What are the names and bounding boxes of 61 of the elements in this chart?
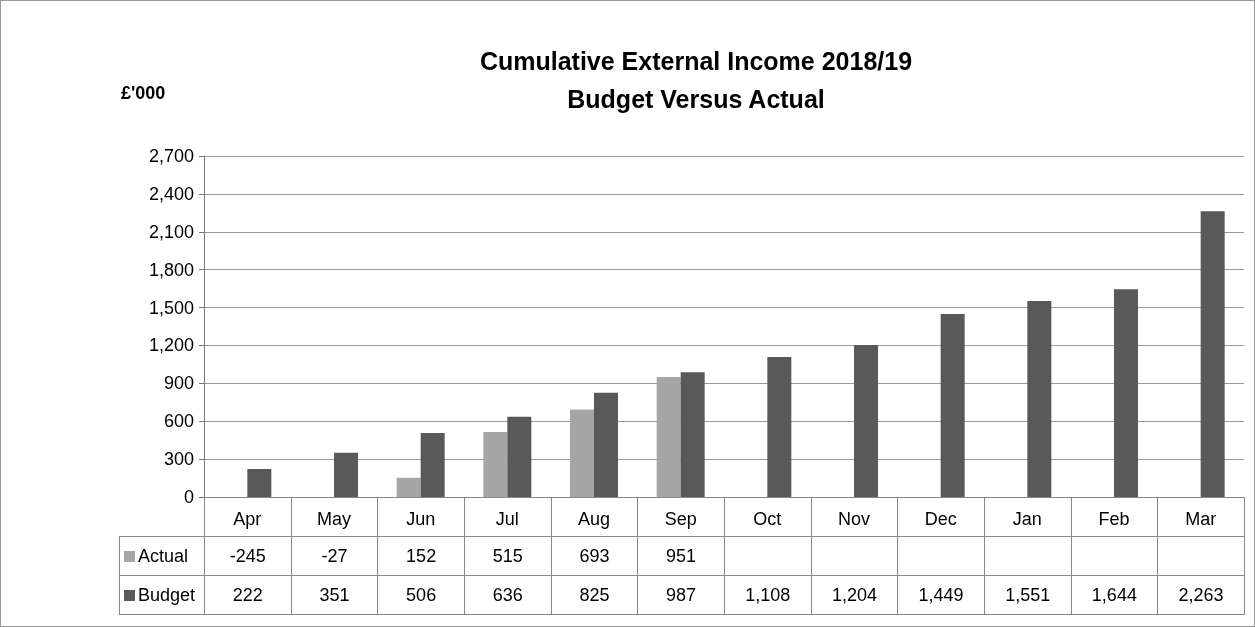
bar [507, 416, 532, 497]
y-tick-label: 300 [163, 449, 194, 470]
bar [854, 344, 878, 497]
data-label: 693 [551, 536, 638, 576]
y-tick-label: 2,400 [148, 183, 194, 204]
data-label: 515 [464, 536, 552, 576]
y-tick-label: 1,800 [148, 259, 194, 280]
x-tick-label: Oct [753, 509, 782, 529]
data-label: 1,204 [811, 575, 898, 615]
data-label: 351 [291, 575, 378, 615]
data-label: 1,551 [984, 575, 1072, 615]
bar [396, 477, 421, 497]
bar [1200, 211, 1225, 497]
bar [1114, 289, 1138, 497]
y-tick-label: 1,200 [148, 335, 194, 356]
x-tick-label: Aug [577, 509, 611, 529]
y-tick-label: 900 [163, 373, 194, 394]
x-tick-label: Apr [233, 509, 262, 529]
x-tick-label: Nov [837, 509, 871, 529]
x-tick-label: Dec [924, 509, 957, 529]
bar [656, 376, 681, 497]
data-label: 951 [637, 536, 725, 576]
bar [334, 452, 358, 497]
data-label: 987 [637, 575, 725, 615]
x-tick-label: Jul [495, 509, 519, 529]
text: -245 [229, 545, 266, 566]
bar [247, 468, 272, 497]
x-tick-label: Jan [1012, 509, 1042, 529]
x-tick-label: Feb [1098, 509, 1130, 529]
x-tick-label: Mar [1185, 509, 1217, 529]
y-axis-title: £'000 [121, 83, 166, 103]
chart-subtitle: Budget Versus Actual [567, 84, 825, 113]
x-tick-label: May [316, 509, 352, 529]
y-tick-label: 1,500 [148, 297, 194, 318]
data-label: 506 [377, 575, 465, 615]
bar [570, 409, 594, 497]
y-tick-label: 600 [163, 411, 194, 432]
y-tick-label: 2,700 [148, 146, 194, 166]
y-tick-label: 2,100 [148, 221, 194, 242]
chart-title: Cumulative External Income 2018/19 [479, 46, 913, 75]
y-tick-label: 0 [183, 487, 194, 507]
bar [420, 433, 445, 497]
text: -27 [321, 545, 348, 566]
legend-label: Actual [119, 536, 205, 576]
legend-label: Budget [119, 575, 205, 615]
x-tick-label: Sep [664, 509, 697, 529]
data-label: 2,263 [1157, 575, 1245, 615]
bar [767, 357, 792, 497]
data-label: 825 [551, 575, 638, 615]
bar [483, 431, 508, 497]
bar [680, 372, 705, 497]
data-label: 152 [377, 536, 465, 576]
data-label: 1,449 [897, 575, 985, 615]
data-label: 222 [204, 575, 292, 615]
data-label: 636 [464, 575, 552, 615]
bar [940, 314, 965, 497]
data-label: 1,644 [1071, 575, 1158, 615]
bar [594, 392, 618, 497]
data-label: 1,108 [724, 575, 812, 615]
x-tick-label: Jun [406, 509, 436, 529]
bar [1027, 301, 1052, 497]
